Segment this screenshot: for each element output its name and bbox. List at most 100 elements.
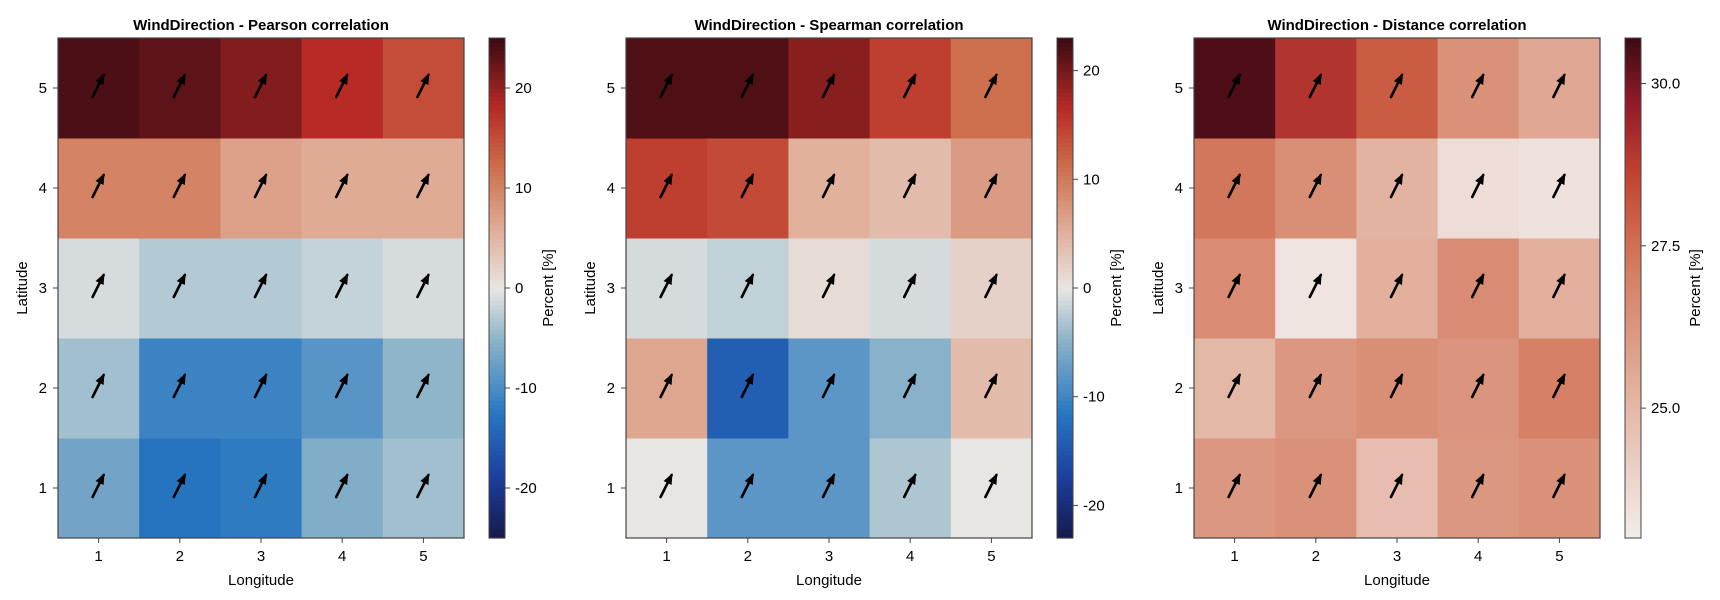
heatmap-panel-2: 1 2 3 4 5 1 2 3 4 5 WindDirection - Spearman corre… <box>582 17 1125 589</box>
heatmap-cell <box>58 338 140 439</box>
heatmap-cell <box>139 438 221 539</box>
heatmap-cell <box>1194 338 1276 439</box>
heatmap-cell <box>1356 138 1439 239</box>
heatmap-cell <box>869 438 952 539</box>
x-tick-label: 5 <box>1555 548 1563 565</box>
wind-arrow-icon <box>740 373 755 399</box>
y-tick-label: 5 <box>39 80 47 97</box>
y-tick-label: 5 <box>1175 80 1183 97</box>
wind-arrow-icon <box>659 373 673 399</box>
heatmap-cell <box>707 438 789 539</box>
heatmap-cell <box>788 138 871 239</box>
heatmap-cell <box>1356 238 1439 339</box>
heatmap-cell <box>950 38 1033 139</box>
heatmap-cell <box>301 138 384 239</box>
heatmap-cell <box>58 138 140 239</box>
wind-arrow-icon <box>659 273 673 299</box>
wind-arrow-icon <box>1552 73 1566 99</box>
heatmap-cell <box>382 238 465 339</box>
colorbar-label: Percent [%] <box>1108 249 1125 327</box>
heatmap-cell <box>1437 438 1520 539</box>
y-tick-label: 1 <box>1175 480 1183 497</box>
x-tick-label: 4 <box>906 548 914 565</box>
wind-arrow-icon <box>821 473 836 499</box>
wind-arrow-icon <box>659 173 673 199</box>
wind-arrow-icon <box>91 173 105 199</box>
heatmap-cell <box>626 238 708 339</box>
wind-arrow-icon <box>821 173 836 199</box>
wind-arrow-icon <box>902 373 917 399</box>
heatmap-cell <box>1437 338 1520 439</box>
colorbar-tick-label: 10 <box>515 180 532 197</box>
wind-arrow-icon <box>253 173 268 199</box>
heatmap-cell <box>1194 438 1276 539</box>
x-tick-label: 3 <box>1393 548 1401 565</box>
heatmap-cell <box>950 338 1033 439</box>
colorbar: -20 -10 0 10 20 Percent [%] <box>1056 37 1125 539</box>
x-tick-label: 4 <box>338 548 346 565</box>
colorbar-tick-label: -20 <box>1083 497 1105 514</box>
heatmap-cell <box>301 338 384 439</box>
x-tick-label: 5 <box>987 548 995 565</box>
heatmap-cell <box>707 138 789 239</box>
colorbar: 25.0 27.5 30.0 Percent [%] <box>1624 37 1704 539</box>
wind-arrow-icon <box>172 173 187 199</box>
colorbar-tick-label: 20 <box>1083 63 1100 80</box>
heatmap-cell <box>626 38 708 139</box>
heatmap-cell <box>1275 38 1357 139</box>
wind-arrow-icon <box>1308 173 1323 199</box>
wind-arrow-icon <box>984 473 998 499</box>
wind-arrow-icon <box>740 473 755 499</box>
heatmap-cell <box>139 238 221 339</box>
heatmap-cell <box>950 438 1033 539</box>
colorbar-tick-label: 27.5 <box>1651 238 1680 255</box>
wind-arrow-icon <box>1470 73 1485 99</box>
colorbar-tick-label: -20 <box>515 480 537 497</box>
heatmap-cell <box>220 238 303 339</box>
heatmap-cell <box>58 438 140 539</box>
x-axis-label: Longitude <box>228 572 294 589</box>
heatmap-panel-3: 1 2 3 4 5 1 2 3 4 5 WindDirection - Distance corre… <box>1150 17 1704 589</box>
wind-arrow-icon <box>1227 73 1241 99</box>
wind-arrow-icon <box>334 73 349 99</box>
colorbar-label: Percent [%] <box>1687 249 1704 327</box>
colorbar-tick-label: 30.0 <box>1651 75 1680 92</box>
wind-arrow-icon <box>334 273 349 299</box>
wind-arrow-icon <box>740 273 755 299</box>
heatmap-cell <box>301 238 384 339</box>
wind-arrow-icon <box>902 73 917 99</box>
heatmap-cell <box>220 138 303 239</box>
x-tick-label: 1 <box>662 548 670 565</box>
heatmap-cell <box>139 338 221 439</box>
wind-arrow-icon <box>172 273 187 299</box>
wind-arrow-icon <box>253 73 268 99</box>
wind-arrow-icon <box>91 73 105 99</box>
wind-arrow-icon <box>821 73 836 99</box>
heatmap-cell <box>58 238 140 339</box>
wind-arrow-icon <box>91 473 105 499</box>
colorbar-tick-label: -10 <box>515 380 537 397</box>
heatmap-cell <box>788 438 871 539</box>
y-tick-label: 1 <box>39 480 47 497</box>
wind-arrow-icon <box>1227 373 1241 399</box>
wind-arrow-icon <box>1389 273 1404 299</box>
heatmap-cell <box>1518 38 1601 139</box>
heatmap-cell <box>707 338 789 439</box>
x-axis-label: Longitude <box>796 572 862 589</box>
heatmap-cell <box>1194 238 1276 339</box>
x-axis-label: Longitude <box>1364 572 1430 589</box>
heatmap-cell <box>1437 238 1520 339</box>
y-axis-label: Latitude <box>1150 261 1167 314</box>
x-tick-label: 2 <box>744 548 752 565</box>
y-tick-label: 2 <box>1175 380 1183 397</box>
heatmap-cell <box>788 238 871 339</box>
heatmap-cell <box>1275 338 1357 439</box>
heatmap-cell <box>1275 138 1357 239</box>
y-tick-label: 2 <box>607 380 615 397</box>
y-axis-label: Latitude <box>14 261 31 314</box>
wind-arrow-icon <box>172 473 187 499</box>
heatmap-panel-1: 1 2 3 4 5 1 2 3 4 5 WindDirection - Pearson correl… <box>14 17 557 589</box>
chart-title: WindDirection - Distance correlation <box>1267 17 1526 34</box>
heatmap-cell <box>1437 138 1520 239</box>
wind-arrow-icon <box>902 173 917 199</box>
